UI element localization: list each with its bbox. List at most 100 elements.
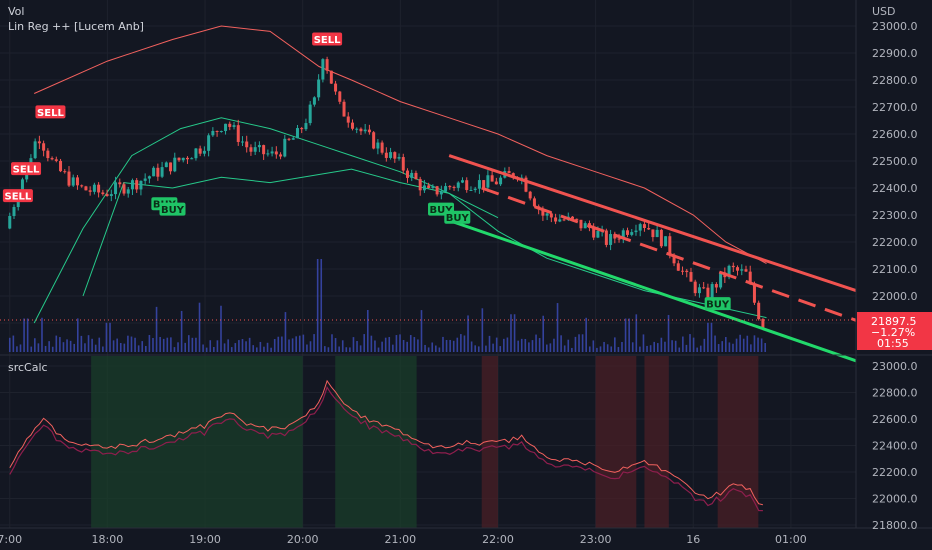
sell-badge-label: SELL <box>37 108 64 119</box>
candle-body <box>92 184 96 192</box>
candle-body <box>249 147 253 152</box>
volume-bar <box>581 334 584 352</box>
candle-body <box>135 180 139 190</box>
candle-body <box>300 128 304 130</box>
volume-bar <box>689 334 691 352</box>
volume-bar <box>460 334 462 352</box>
currency-label: USD <box>872 5 896 18</box>
candle-body <box>363 129 367 132</box>
candle-body <box>571 216 575 219</box>
candle-body <box>465 180 469 191</box>
volume-bar <box>87 335 90 352</box>
pane2-line-primary <box>9 379 764 506</box>
pane2-zones <box>91 356 759 528</box>
candle-body <box>228 123 232 127</box>
candle-body <box>642 224 646 229</box>
pane2-tick-label: 23000.0 <box>872 360 918 373</box>
volume-bar <box>16 346 18 352</box>
candlesticks[interactable] <box>8 56 765 329</box>
candle-body <box>609 234 613 245</box>
volume-bar <box>288 339 290 352</box>
volume-bar <box>80 335 83 352</box>
volume-bar <box>639 346 641 352</box>
volume-bar <box>603 341 605 352</box>
volume-bar <box>538 338 541 352</box>
volume-bar <box>209 340 212 352</box>
volume-bar <box>12 335 15 352</box>
candle-body <box>67 171 71 186</box>
volume-bar <box>725 337 727 352</box>
candle-body <box>731 265 735 268</box>
srccalc-indicator-label[interactable]: srcCalc <box>8 361 48 374</box>
candle-body <box>232 125 236 127</box>
candle-body <box>736 267 740 271</box>
volume-bar <box>599 346 602 352</box>
linreg-indicator-label[interactable]: Lin Reg ++ [Lucem Anb] <box>8 20 144 33</box>
candle-body <box>482 180 486 188</box>
volume-bar <box>717 344 720 352</box>
candle-body <box>668 236 672 255</box>
candle-body <box>461 180 465 183</box>
volume-bar <box>198 302 201 352</box>
price-axis[interactable]: 23000.0 22900.0 22800.0 22700.0 22600.0 22500… <box>872 20 918 330</box>
volume-bar <box>48 341 50 352</box>
volume-bar <box>746 335 749 352</box>
sell-badge <box>11 162 42 176</box>
volume-bar <box>649 345 652 352</box>
volume-bar <box>331 334 333 352</box>
volume-bar <box>55 335 58 352</box>
volume-bar <box>624 318 627 352</box>
candle-body <box>198 148 202 154</box>
volume-bar <box>452 340 455 352</box>
volume-bar <box>134 337 136 352</box>
pane2-axis[interactable]: 23000.0 22800.0 22600.0 22400.0 22200.0 22000… <box>872 360 918 532</box>
buy-badge-label: BUY <box>430 205 454 216</box>
candle-body <box>384 152 388 158</box>
volume-bar <box>94 344 97 352</box>
red-zone <box>717 356 759 528</box>
volume-bar <box>159 336 161 352</box>
candle-body <box>130 180 134 190</box>
price-tick-label: 22100.0 <box>872 263 918 276</box>
volume-bar <box>442 336 444 352</box>
volume-bar <box>445 339 448 352</box>
pane2-tick-label: 22000.0 <box>872 493 918 506</box>
volume-bar <box>266 342 269 352</box>
volume-bar <box>463 335 466 352</box>
volume-indicator-label[interactable]: Vol <box>8 5 25 18</box>
candle-body <box>88 190 92 192</box>
time-tick-label: 19:00 <box>189 533 221 546</box>
volume-bar <box>370 335 373 352</box>
time-axis[interactable]: 7:00 18:00 19:00 20:00 21:00 22:00 23:00 16 01:0… <box>0 533 807 546</box>
candle-body <box>427 185 431 188</box>
time-tick-label: 18:00 <box>92 533 124 546</box>
candle-body <box>194 148 198 159</box>
buy-badge <box>159 202 186 216</box>
volume-bar <box>438 347 441 352</box>
candle-body <box>97 184 101 193</box>
candle-body <box>240 141 244 143</box>
volume-bar <box>671 340 673 352</box>
candle-body <box>279 154 283 157</box>
volume-bar <box>642 334 645 352</box>
volume-bar <box>377 347 380 352</box>
candle-body <box>63 171 67 173</box>
last-price-tag: 21897.5 −1.27% 01:55 <box>0 312 932 350</box>
candle-body <box>693 281 697 294</box>
time-tick-label: 16 <box>686 533 700 546</box>
candle-body <box>12 207 16 217</box>
channel-middle-line <box>481 186 857 322</box>
candle-body <box>325 59 329 71</box>
volume-bar <box>560 335 562 352</box>
volume-bar <box>578 334 580 352</box>
candle-body <box>431 186 435 188</box>
volume-bar <box>477 346 480 352</box>
candle-body <box>507 171 511 174</box>
volume-bar <box>524 338 527 352</box>
volume-bar <box>195 337 197 352</box>
candle-body <box>469 189 473 191</box>
volume-bar <box>513 314 516 352</box>
volume-bar <box>714 335 716 352</box>
volume-bar <box>753 335 756 352</box>
